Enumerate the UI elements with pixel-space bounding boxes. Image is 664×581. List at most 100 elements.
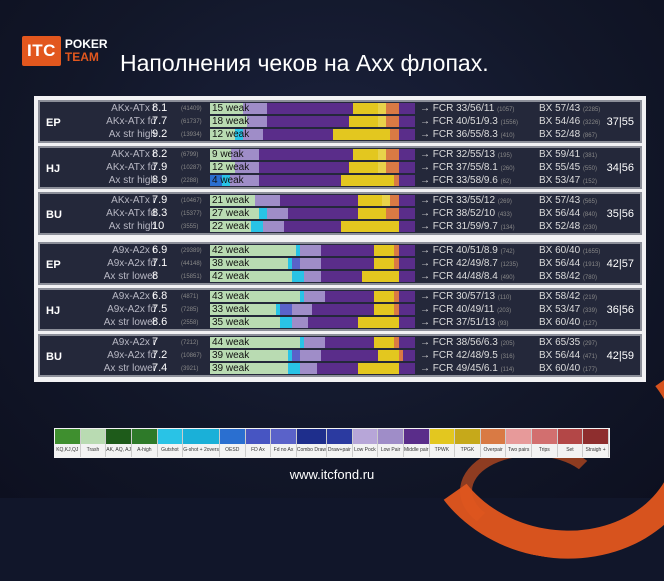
stat-row: Ax str high 8.9 (2288) 4 weak → FCR 33/58/9.… [40, 174, 640, 187]
legend-swatch [557, 429, 583, 444]
logo-itc: ITC [22, 36, 61, 66]
row-value: 8.3 [152, 207, 168, 219]
position-pct: 34|56 [606, 162, 634, 174]
bar-segment-lowpair [300, 245, 321, 256]
legend-item: Trips [532, 429, 558, 457]
bar-segment-tpgk [378, 103, 387, 114]
position-group-inner: HJ 34|56 AKx-ATx r 8.2 (6799) 9 weak → FCR 32/… [40, 148, 640, 187]
bar-segment-overpair [390, 129, 399, 140]
row-label: A9x-A2x r [112, 291, 156, 302]
position-group: EP 37|55 AKx-ATx r 8.1 (41409) 15 weak → FCR 3… [38, 100, 642, 143]
fcr-text: → FCR 32/55/13 [420, 149, 496, 160]
position-group: BU 42|59 A9x-A2x r 7 (7212) 44 weak → FCR 38/5… [38, 334, 642, 377]
row-count: (4871) [181, 294, 199, 300]
bar-segment-gutshot [296, 245, 301, 256]
bx-stat: BX 56/44 (840) [539, 207, 597, 222]
row-count: (15851) [181, 274, 202, 280]
legend-item: AK, AQ, AJ [106, 429, 132, 457]
fcr-text: → FCR 37/55/8.1 [420, 162, 498, 173]
bar-segment-midpair [398, 258, 415, 269]
fcr-text: → FCR 42/48/9.5 [420, 350, 498, 361]
weak-label: 12 weak [212, 162, 250, 173]
fcr-stat: → FCR 42/49/8.7 (1235) [420, 257, 518, 272]
legend-swatch [532, 429, 557, 444]
bar-segment-tpwk [373, 258, 395, 269]
bar-segment-tpwk [373, 304, 395, 315]
row-value: 6.8 [152, 290, 168, 302]
row-label: Ax str lower [103, 271, 156, 282]
bar-segment-midpair [398, 317, 415, 328]
fcr-count: (203) [497, 308, 512, 314]
bar-segment-lowpair [246, 116, 268, 127]
bar-segment-midpair [324, 337, 374, 348]
fcr-text: → FCR 30/57/13 [420, 291, 496, 302]
row-count: (7212) [181, 340, 199, 346]
fcr-stat: → FCR 31/59/9.7 (134) [420, 220, 515, 235]
range-bar [210, 363, 415, 374]
bar-segment-midpair [283, 221, 342, 232]
range-bar [210, 162, 415, 173]
fcr-text: → FCR 44/48/8.4 [420, 271, 498, 282]
bx-stat: BX 53/47 (339) [539, 303, 597, 318]
stat-row: Ax str high 10 (3555) 22 weak → FCR 31/59/9.… [40, 220, 640, 233]
bar-segment-midpair [259, 162, 350, 173]
weak-label: 42 weak [212, 245, 250, 256]
bx-stat: BX 57/43 (565) [539, 194, 597, 209]
bar-segment-weak [210, 129, 235, 140]
bx-count: (3226) [582, 120, 601, 126]
position-group: HJ 36|56 A9x-A2x r 6.8 (4871) 43 weak → FCR 30… [38, 288, 642, 331]
fcr-text: → FCR 40/51/9.3 [420, 116, 498, 127]
stat-row: AKx-ATx r 8.1 (41409) 15 weak → FCR 33/56/11… [40, 102, 640, 115]
bar-segment-gutshot [287, 258, 292, 269]
row-value: 7.7 [152, 115, 168, 127]
fcr-stat: → FCR 33/55/12 (269) [420, 194, 512, 209]
stats-panel: EP 37|55 AKx-ATx r 8.1 (41409) 15 weak → FCR 3… [34, 96, 646, 382]
legend-swatch [245, 429, 271, 444]
bar-segment-weak [210, 245, 297, 256]
fcr-count: (110) [497, 295, 512, 301]
bar-segment-weak [210, 195, 256, 206]
range-bar [210, 103, 415, 114]
stat-row: A9x-A2x fd 7.1 (44148) 38 weak → FCR 42/49/8… [40, 257, 640, 270]
bx-count: (152) [582, 179, 597, 185]
bar-segment-weak [210, 337, 301, 348]
fcr-stat: → FCR 30/57/13 (110) [420, 290, 511, 305]
bx-count: (780) [582, 275, 597, 281]
row-label: A9x-A2x fd [107, 350, 156, 361]
legend-label: G-shot + 2overs [183, 447, 219, 453]
legend-item: G-shot + 2overs [183, 429, 220, 457]
bar-segment-midpair [398, 129, 415, 140]
bx-text: BX 60/40 [539, 317, 581, 328]
bar-segment-overpair [394, 175, 399, 186]
bar-segment-gutshot [259, 208, 268, 219]
row-value: 7.2 [152, 349, 168, 361]
bar-segment-midpair [398, 337, 415, 348]
legend-item: Low Pair [378, 429, 404, 457]
stat-row: A9x-A2x r 6.9 (29389) 42 weak → FCR 40/51/8.… [40, 244, 640, 257]
bar-segment-midpair [398, 304, 415, 315]
fcr-text: → FCR 37/51/13 [420, 317, 496, 328]
legend-label: Combo Draw [296, 447, 327, 453]
range-bar [210, 116, 415, 127]
bar-segment-gutshot [292, 271, 305, 282]
stat-row: A9x-A2x fd 7.5 (7285) 33 weak → FCR 40/49/11… [40, 303, 640, 316]
row-value: 8.1 [152, 102, 168, 114]
position-label: EP [46, 259, 61, 271]
legend-swatch [506, 429, 532, 444]
bx-text: BX 57/43 [539, 195, 581, 206]
range-bar [210, 258, 415, 269]
weak-label: 44 weak [212, 337, 250, 348]
fcr-count: (134) [500, 225, 515, 231]
fcr-stat: → FCR 40/51/9.3 (1556) [420, 115, 518, 130]
legend-swatch [480, 429, 506, 444]
bar-segment-weak [210, 350, 288, 361]
stat-row: AKx-ATx fd 7.9 (10287) 12 weak → FCR 37/55/8… [40, 161, 640, 174]
bar-segment-lowpair [291, 304, 313, 315]
row-value: 8.6 [152, 316, 168, 328]
bar-segment-midpair [267, 116, 350, 127]
row-value: 9.2 [152, 128, 168, 140]
row-count: (15377) [181, 211, 202, 217]
weak-label: 18 weak [212, 116, 250, 127]
row-count: (61737) [181, 119, 202, 125]
row-label: AKx-ATx r [111, 195, 156, 206]
